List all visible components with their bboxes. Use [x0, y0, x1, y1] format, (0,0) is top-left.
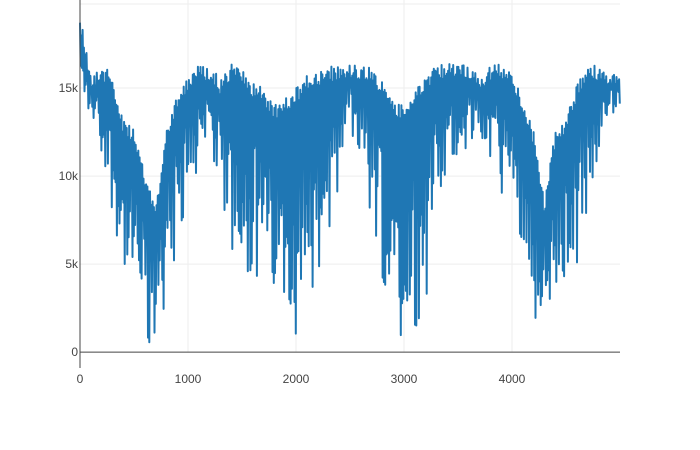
- y-tick-label: 5k: [65, 257, 79, 271]
- y-tick-label: 0: [71, 345, 78, 359]
- x-tick-label: 4000: [499, 372, 526, 386]
- x-tick-label: 1000: [175, 372, 202, 386]
- tick-labels: 0 1000 2000 3000 4000 0 5k 10k 15k: [59, 81, 526, 386]
- axes: [79, 0, 620, 368]
- plot-area: [79, 22, 621, 344]
- x-tick-label: 3000: [391, 372, 418, 386]
- series-line: [79, 22, 621, 344]
- x-tick-label: 0: [77, 372, 84, 386]
- y-tick-label: 15k: [59, 81, 79, 95]
- x-tick-label: 2000: [283, 372, 310, 386]
- y-tick-label: 10k: [59, 169, 79, 183]
